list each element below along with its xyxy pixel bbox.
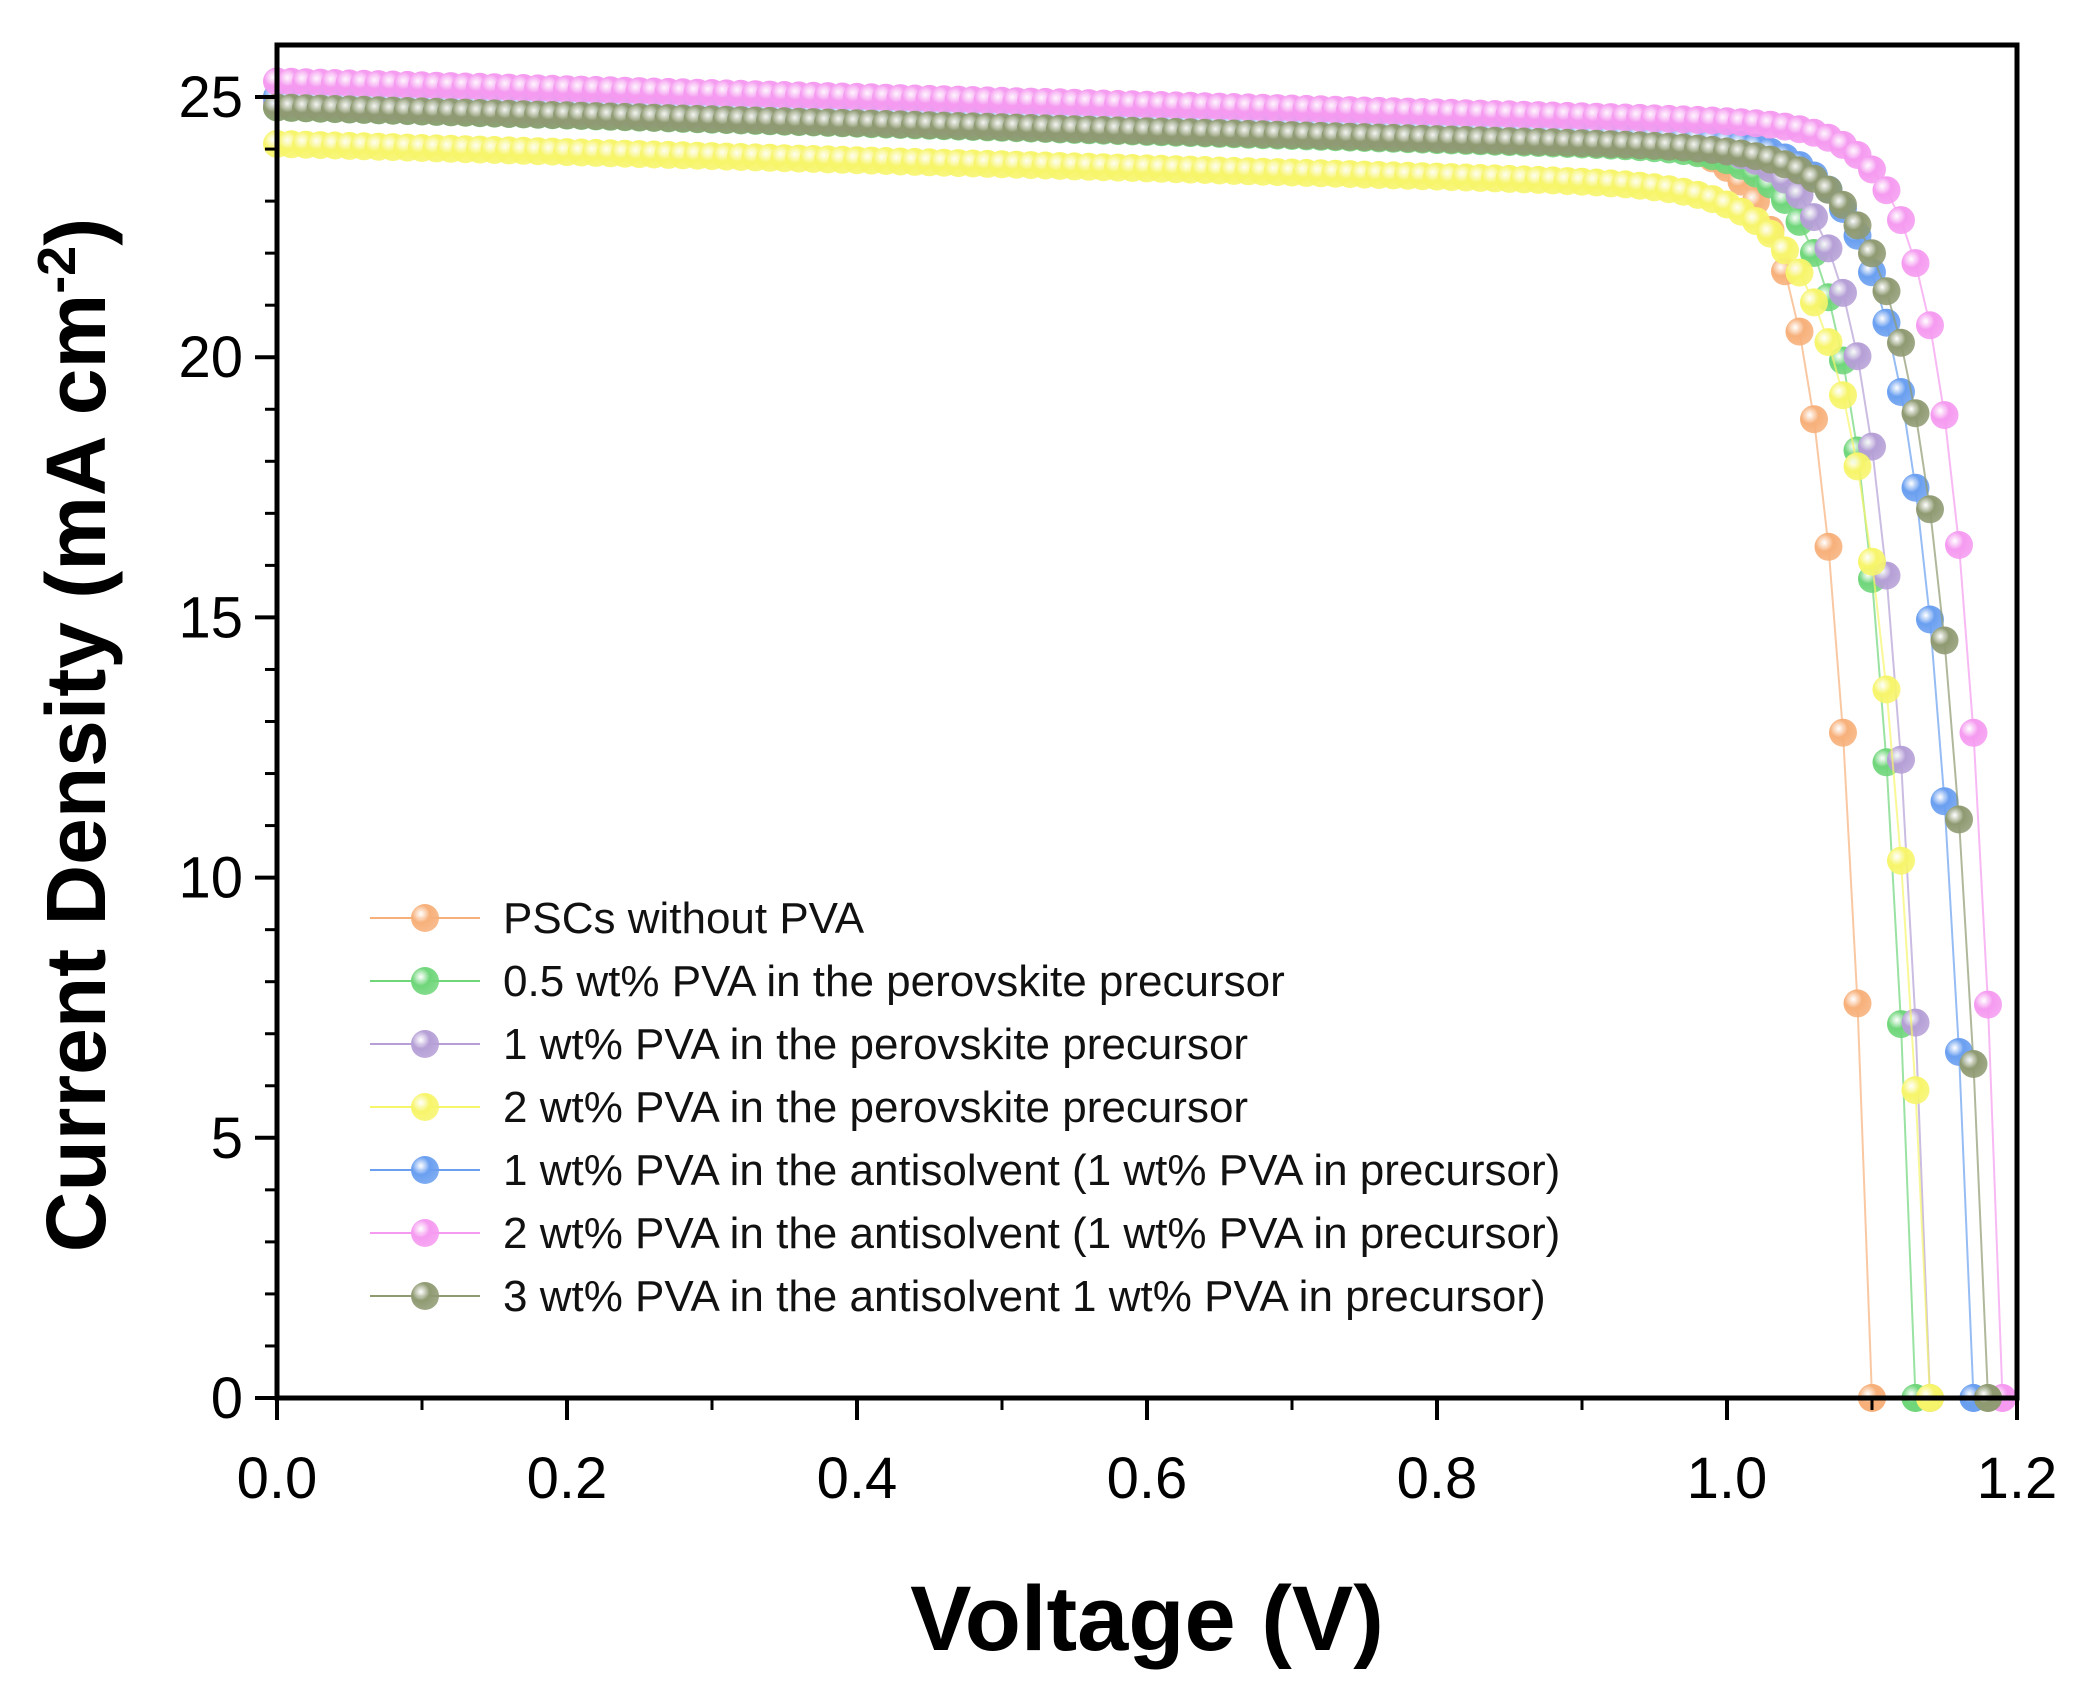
- data-point: [1858, 432, 1886, 461]
- x-tick-label: 0.4: [817, 1446, 898, 1511]
- legend-item: 2 wt% PVA in the perovskite precursor: [370, 1083, 1248, 1132]
- data-point: [1959, 1050, 1988, 1078]
- y-tick-label: 10: [178, 846, 243, 911]
- data-point: [1814, 234, 1843, 263]
- data-point: [1814, 328, 1843, 357]
- legend-marker: [411, 1282, 439, 1310]
- data-point: [1858, 239, 1886, 268]
- data-point: [1901, 473, 1930, 502]
- legend-item: 1 wt% PVA in the antisolvent (1 wt% PVA …: [370, 1146, 1560, 1195]
- series-line: [276, 96, 1873, 1399]
- y-axis-title-close: ): [29, 218, 123, 246]
- legend-label: 2 wt% PVA in the perovskite precursor: [503, 1083, 1248, 1132]
- data-point: [1843, 211, 1872, 240]
- legend: PSCs without PVA 0.5 wt% PVA in the perov…: [370, 894, 1560, 1321]
- data-point: [1829, 381, 1857, 410]
- data-point: [1930, 626, 1959, 655]
- x-tick-label: 0.2: [527, 1446, 608, 1511]
- data-point: [1916, 605, 1944, 634]
- data-point: [1872, 675, 1901, 704]
- data-point: [1843, 452, 1872, 481]
- y-tick-label: 0: [211, 1366, 243, 1431]
- data-point: [1800, 203, 1828, 232]
- data-point: [1901, 1076, 1930, 1105]
- data-point: [1872, 176, 1901, 205]
- data-point: [1872, 277, 1901, 306]
- data-point: [1901, 1008, 1930, 1037]
- data-point: [1800, 405, 1828, 434]
- data-point: [1901, 399, 1930, 428]
- series-6: [263, 67, 2017, 1412]
- y-tick-label: 15: [178, 585, 243, 650]
- data-point: [1887, 206, 1915, 235]
- series-line: [276, 80, 2004, 1399]
- legend-label: PSCs without PVA: [503, 894, 865, 943]
- data-point: [1800, 288, 1828, 317]
- data-point: [1858, 155, 1886, 184]
- data-point: [1887, 378, 1915, 406]
- x-tick-label: 0.8: [1397, 1446, 1478, 1511]
- plot-frame: [274, 42, 2020, 1401]
- data-point: [1901, 249, 1930, 278]
- series-line: [276, 106, 1989, 1399]
- data-point: [1829, 190, 1857, 219]
- data-point: [1829, 278, 1857, 307]
- legend-marker: [411, 1219, 439, 1247]
- data-point: [1945, 531, 1973, 559]
- data-point: [1887, 846, 1915, 875]
- legend-label: 3 wt% PVA in the antisolvent 1 wt% PVA i…: [503, 1272, 1546, 1321]
- x-tick-label: 1.2: [1977, 1446, 2058, 1511]
- data-point: [1814, 532, 1843, 561]
- y-tick-label: 5: [211, 1106, 243, 1171]
- series-4: [263, 129, 1944, 1412]
- series-line: [276, 96, 1975, 1399]
- y-axis-title-main: Current Density (mA cm: [29, 294, 123, 1252]
- data-point: [1887, 328, 1915, 357]
- axes-layer: 0.0 0.2 0.4 0.6 0.8 1.0 1.2 0 5 10 15 20 25: [178, 65, 2057, 1511]
- legend-item: 3 wt% PVA in the antisolvent 1 wt% PVA i…: [370, 1272, 1546, 1321]
- x-tick-label: 1.0: [1687, 1446, 1768, 1511]
- data-point: [1916, 495, 1944, 524]
- y-tick-label: 20: [178, 325, 243, 390]
- series-line: [276, 101, 1931, 1399]
- data-point: [1843, 989, 1872, 1018]
- legend-marker: [411, 1030, 439, 1058]
- x-tick-label: 0.0: [237, 1446, 318, 1511]
- data-point: [1771, 236, 1799, 265]
- data-point: [1959, 718, 1988, 747]
- data-point: [1785, 317, 1814, 346]
- legend-marker: [411, 904, 439, 932]
- legend-marker: [411, 967, 439, 995]
- data-point: [1858, 547, 1886, 576]
- legend-marker: [411, 1156, 439, 1184]
- data-point: [1974, 990, 2002, 1019]
- legend-item: 1 wt% PVA in the perovskite precursor: [370, 1020, 1248, 1069]
- series-line: [276, 106, 1917, 1399]
- legend-item: PSCs without PVA: [370, 894, 865, 943]
- data-point: [1930, 401, 1959, 430]
- legend-label: 0.5 wt% PVA in the perovskite precursor: [503, 957, 1285, 1006]
- legend-item: 0.5 wt% PVA in the perovskite precursor: [370, 957, 1285, 1006]
- x-axis-title: Voltage (V): [910, 1568, 1384, 1670]
- data-point: [1843, 342, 1872, 371]
- y-axis-title-sup: -2: [27, 246, 87, 294]
- legend-marker: [411, 1093, 439, 1121]
- data-point: [1945, 805, 1973, 834]
- y-axis-title: Current Density (mA cm-2): [27, 218, 123, 1252]
- y-tick-label: 25: [178, 65, 243, 130]
- legend-label: 1 wt% PVA in the perovskite precursor: [503, 1020, 1248, 1069]
- data-point: [1785, 258, 1814, 287]
- legend-label: 2 wt% PVA in the antisolvent (1 wt% PVA …: [503, 1209, 1560, 1258]
- data-point: [1916, 311, 1944, 340]
- legend-item: 2 wt% PVA in the antisolvent (1 wt% PVA …: [370, 1209, 1560, 1258]
- series-7: [263, 93, 2002, 1412]
- x-tick-label: 0.6: [1107, 1446, 1188, 1511]
- legend-label: 1 wt% PVA in the antisolvent (1 wt% PVA …: [503, 1146, 1560, 1195]
- data-point: [1829, 718, 1857, 747]
- series-layer: [263, 67, 2017, 1412]
